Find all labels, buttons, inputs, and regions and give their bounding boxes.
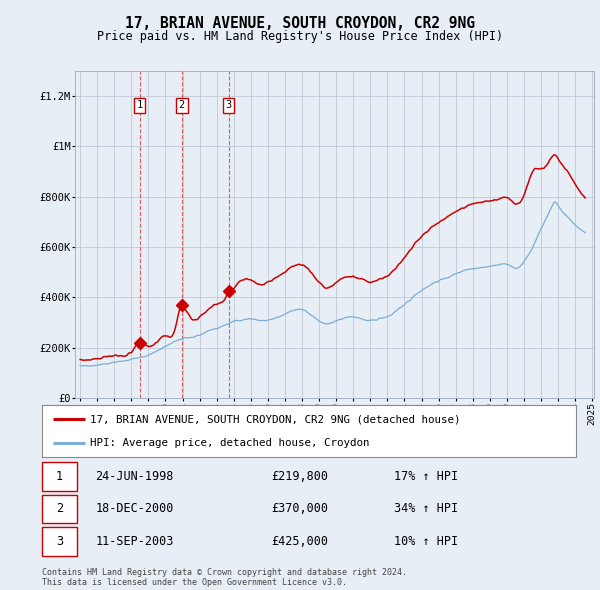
Text: Price paid vs. HM Land Registry's House Price Index (HPI): Price paid vs. HM Land Registry's House … [97, 30, 503, 43]
Text: 24-JUN-1998: 24-JUN-1998 [95, 470, 174, 483]
Text: £219,800: £219,800 [272, 470, 329, 483]
Text: 18-DEC-2000: 18-DEC-2000 [95, 503, 174, 516]
FancyBboxPatch shape [42, 494, 77, 523]
Text: 17, BRIAN AVENUE, SOUTH CROYDON, CR2 9NG (detached house): 17, BRIAN AVENUE, SOUTH CROYDON, CR2 9NG… [90, 414, 461, 424]
Text: 34% ↑ HPI: 34% ↑ HPI [394, 503, 458, 516]
Text: 3: 3 [56, 535, 63, 548]
Text: £425,000: £425,000 [272, 535, 329, 548]
Text: 17% ↑ HPI: 17% ↑ HPI [394, 470, 458, 483]
Text: 3: 3 [226, 100, 232, 110]
Text: 1: 1 [136, 100, 143, 110]
Text: 2: 2 [179, 100, 185, 110]
FancyBboxPatch shape [42, 462, 77, 491]
FancyBboxPatch shape [42, 527, 77, 556]
Text: Contains HM Land Registry data © Crown copyright and database right 2024.
This d: Contains HM Land Registry data © Crown c… [42, 568, 407, 587]
Text: £370,000: £370,000 [272, 503, 329, 516]
Text: 1: 1 [56, 470, 63, 483]
Text: 11-SEP-2003: 11-SEP-2003 [95, 535, 174, 548]
Text: 17, BRIAN AVENUE, SOUTH CROYDON, CR2 9NG: 17, BRIAN AVENUE, SOUTH CROYDON, CR2 9NG [125, 16, 475, 31]
Text: HPI: Average price, detached house, Croydon: HPI: Average price, detached house, Croy… [90, 438, 370, 448]
Text: 2: 2 [56, 503, 63, 516]
Text: 10% ↑ HPI: 10% ↑ HPI [394, 535, 458, 548]
